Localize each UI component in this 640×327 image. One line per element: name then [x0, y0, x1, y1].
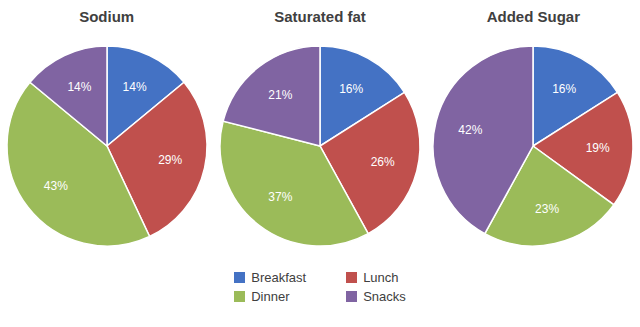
svg-text:42%: 42% — [459, 123, 483, 137]
svg-text:14%: 14% — [67, 80, 91, 94]
html-text:Lunch: Lunch — [363, 270, 399, 285]
html-text:Sodium: Sodium — [79, 8, 135, 25]
svg-text:14%: 14% — [122, 80, 146, 94]
svg-text:16%: 16% — [339, 82, 363, 96]
html-text:Breakfast: Breakfast — [251, 270, 307, 285]
svg-text:43%: 43% — [44, 179, 68, 193]
html-text:Added Sugar: Added Sugar — [486, 8, 580, 25]
svg-text:29%: 29% — [158, 153, 182, 167]
svg-text:26%: 26% — [371, 155, 395, 169]
svg-text:23%: 23% — [535, 202, 559, 216]
svg-text:37%: 37% — [268, 190, 292, 204]
svg-text:21%: 21% — [268, 88, 292, 102]
svg-text:16%: 16% — [552, 82, 576, 96]
html-text:Saturated fat: Saturated fat — [274, 8, 366, 25]
html-text:Dinner: Dinner — [251, 289, 290, 304]
html-text:Snacks: Snacks — [363, 289, 406, 304]
svg-text:19%: 19% — [586, 141, 610, 155]
